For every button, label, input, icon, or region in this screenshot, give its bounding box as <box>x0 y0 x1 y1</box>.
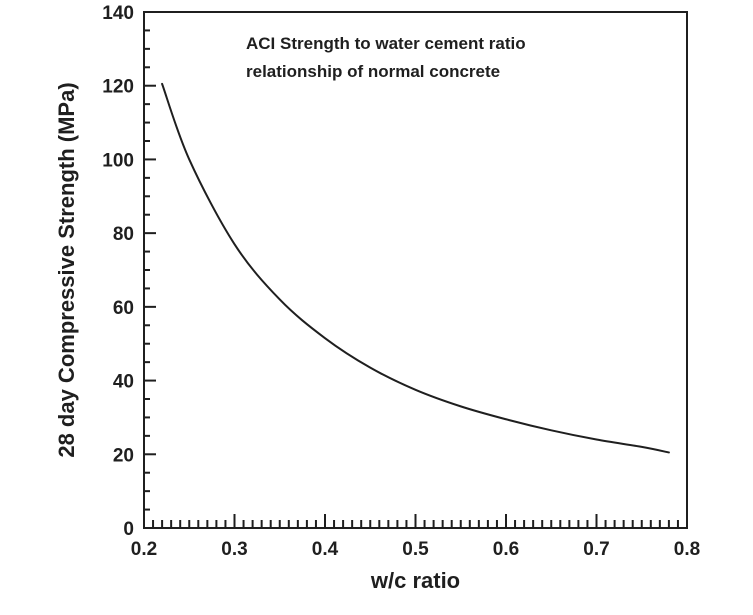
x-tick-label: 0.7 <box>583 539 609 560</box>
x-axis-title: w/c ratio <box>370 568 460 593</box>
y-tick-label: 20 <box>113 445 134 466</box>
x-tick-label: 0.3 <box>221 539 247 560</box>
strength-curve <box>161 82 670 454</box>
y-tick-label: 100 <box>102 150 134 171</box>
y-axis-title: 28 day Compressive Strength (MPa) <box>54 82 79 457</box>
x-tick-label: 0.4 <box>312 539 339 560</box>
x-tick-label: 0.6 <box>493 539 519 560</box>
series-layer <box>161 82 670 454</box>
y-tick-label: 140 <box>102 3 134 24</box>
x-tick-label: 0.2 <box>131 539 157 560</box>
x-tick-label: 0.5 <box>402 539 429 560</box>
annotation-line-1: ACI Strength to water cement ratio <box>246 34 526 53</box>
major-ticks <box>143 11 688 529</box>
y-tick-label: 120 <box>102 77 134 98</box>
y-tick-labels: 0 20 40 60 80 100 120 140 <box>102 3 134 540</box>
x-tick-labels: 0.2 0.3 0.4 0.5 0.6 0.7 0.8 <box>131 539 700 560</box>
y-tick-label: 40 <box>113 372 134 393</box>
minor-ticks <box>144 29 679 528</box>
annotation-line-2: relationship of normal concrete <box>246 62 500 81</box>
x-tick-label: 0.8 <box>674 539 700 560</box>
y-tick-label: 60 <box>113 298 134 319</box>
plot-frame <box>143 11 688 529</box>
y-tick-label: 80 <box>113 224 134 245</box>
y-tick-label: 0 <box>123 519 134 540</box>
